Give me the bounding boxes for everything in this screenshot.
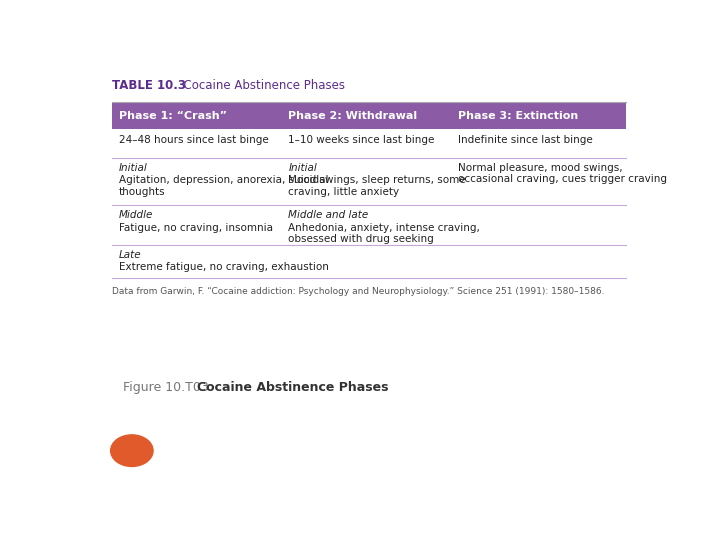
Text: Agitation, depression, anorexia, suicidal
thoughts: Agitation, depression, anorexia, suicida… [119,175,328,197]
Text: Anhedonia, anxiety, intense craving,
obsessed with drug seeking: Anhedonia, anxiety, intense craving, obs… [289,223,480,245]
Text: Fatigue, no craving, insomnia: Fatigue, no craving, insomnia [119,223,273,233]
Text: Phase 3: Extinction: Phase 3: Extinction [458,111,578,121]
Text: Extreme fatigue, no craving, exhaustion: Extreme fatigue, no craving, exhaustion [119,262,329,272]
Text: Middle: Middle [119,211,153,220]
Text: Phase 1: “Crash”: Phase 1: “Crash” [119,111,227,121]
Text: Initial: Initial [289,163,318,172]
Text: Cocaine Abstinence Phases: Cocaine Abstinence Phases [197,381,389,394]
Circle shape [111,435,153,467]
Text: Data from Garwin, F. “Cocaine addiction: Psychology and Neurophysiology.” Scienc: Data from Garwin, F. “Cocaine addiction:… [112,287,605,296]
Text: 24–48 hours since last binge: 24–48 hours since last binge [119,136,269,145]
Text: TABLE 10.3: TABLE 10.3 [112,79,186,92]
FancyBboxPatch shape [84,60,654,485]
Text: Indefinite since last binge: Indefinite since last binge [458,136,593,145]
Bar [112,102,626,129]
Text: Cocaine Abstinence Phases: Cocaine Abstinence Phases [176,79,346,92]
Text: Middle and late: Middle and late [289,211,369,220]
Text: Late: Late [119,250,142,260]
Text: Figure 10.T03:: Figure 10.T03: [124,381,217,394]
Text: Initial: Initial [119,163,148,172]
Text: 98: 98 [123,444,140,457]
Text: Normal pleasure, mood swings,
occasional craving, cues trigger craving: Normal pleasure, mood swings, occasional… [458,163,667,184]
Text: Mood swings, sleep returns, some
craving, little anxiety: Mood swings, sleep returns, some craving… [289,175,466,197]
Text: 1–10 weeks since last binge: 1–10 weeks since last binge [289,136,435,145]
Text: Phase 2: Withdrawal: Phase 2: Withdrawal [289,111,418,121]
